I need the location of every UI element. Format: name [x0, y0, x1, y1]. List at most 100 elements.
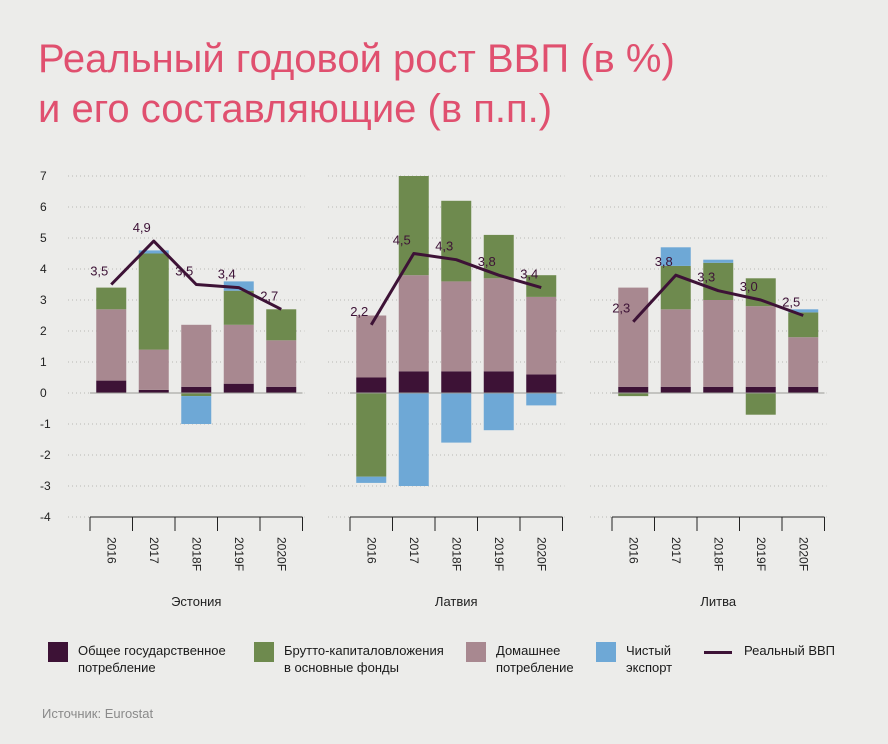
bar-household [223, 324, 254, 384]
y-tick-label: 2 [40, 324, 47, 338]
panel-1: 2016 2017 2018F 2019F 2020F Латвия 2,2 4,5 4,3 3,… [349, 176, 563, 609]
bar-gov [788, 386, 819, 393]
bar-gov [266, 386, 297, 393]
gdp-line [369, 252, 542, 326]
x-tick-label: 2016 [626, 537, 640, 564]
bar-household [745, 306, 776, 387]
bar-gov [745, 386, 776, 393]
x-tick-label: 2017 [147, 537, 161, 564]
x-tick-label: 2020F [796, 537, 810, 571]
gdp-data-label: 2,2 [350, 304, 368, 319]
gdp-data-label: 3,3 [697, 270, 715, 285]
legend-item-gfcf: Брутто-капиталовложения в основные фонды [254, 642, 444, 676]
bar-gfcf [138, 253, 169, 350]
legend: Общее государственное потребление Брутто… [48, 642, 868, 692]
x-tick-label: 2018F [449, 537, 463, 571]
bar-netexport [138, 250, 169, 254]
bar-gfcf [356, 393, 387, 477]
y-tick-label: 3 [40, 293, 47, 307]
legend-label-netexport: Чистый экспорт [626, 643, 673, 675]
bar-gfcf [398, 176, 429, 276]
y-tick-label: 4 [40, 262, 47, 276]
bar-gov [660, 386, 691, 393]
panel-country-label: Латвия [435, 594, 478, 609]
bar-household [398, 275, 429, 372]
gdp-data-label: 3,0 [740, 279, 758, 294]
bar-netexport [441, 393, 472, 443]
legend-label-gdp: Реальный ВВП [744, 643, 835, 658]
x-tick-label: 2020F [274, 537, 288, 571]
legend-swatch-gdp [704, 651, 732, 654]
bar-gov [703, 386, 734, 393]
bar-gfcf [266, 309, 297, 341]
gdp-data-label: 3,5 [90, 264, 108, 279]
y-tick-label: 7 [40, 169, 47, 183]
chart-title-line-2: и его составляющие (в п.п.) [38, 87, 553, 131]
bar-household [96, 309, 127, 381]
legend-swatch-household [466, 642, 486, 662]
legend-item-gdp: Реальный ВВП [704, 642, 835, 659]
panel-2: 2016 2017 2018F 2019F 2020F Литва 2,3 3,8 3,3 3,0… [611, 247, 825, 609]
legend-swatch-gfcf [254, 642, 274, 662]
x-tick-label: 2016 [364, 537, 378, 564]
bar-gov [356, 377, 387, 393]
bar-gfcf [618, 393, 649, 397]
bar-household [618, 287, 649, 387]
x-tick-label: 2019F [492, 537, 506, 571]
bar-gov [398, 371, 429, 393]
legend-label-gov: Общее государственное потребление [78, 643, 226, 675]
legend-item-gov: Общее государственное потребление [48, 642, 226, 676]
bar-netexport [526, 393, 557, 406]
bar-household [526, 296, 557, 375]
x-tick-label: 2019F [754, 537, 768, 571]
gdp-line [632, 273, 804, 323]
gdp-data-label: 2,5 [782, 295, 800, 310]
gdp-data-label: 3,8 [478, 254, 496, 269]
gdp-data-label: 3,4 [218, 267, 236, 282]
bar-household [181, 324, 212, 387]
x-tick-label: 2017 [407, 537, 421, 564]
chart-title-line-1: Реальный годовой рост ВВП (в %) [38, 37, 675, 81]
bar-household [138, 349, 169, 390]
gdp-data-label: 2,3 [612, 301, 630, 316]
x-tick-label: 2016 [104, 537, 118, 564]
bar-household [483, 278, 514, 372]
bar-netexport [398, 393, 429, 486]
panel-0: 2016 2017 2018F 2019F 2020F Эстония 3,5 4,9 3,5 3… [89, 220, 303, 609]
bar-netexport [660, 247, 691, 266]
bar-netexport [356, 476, 387, 483]
bar-netexport [223, 281, 254, 291]
bar-gfcf [745, 393, 776, 415]
gdp-data-label: 4,9 [133, 220, 151, 235]
gdp-data-label: 3,8 [655, 254, 673, 269]
y-tick-label: 0 [40, 386, 47, 400]
x-tick-label: 2020F [534, 537, 548, 571]
gdp-data-label: 3,4 [520, 267, 538, 282]
bar-gov [441, 371, 472, 393]
bar-gov [138, 389, 169, 393]
bar-household [660, 309, 691, 387]
bar-gfcf [181, 393, 212, 397]
bar-gfcf [441, 200, 472, 282]
bar-household [356, 315, 387, 378]
stacked-bar-chart: 7 6 5 4 3 2 1 0 -1 -2 -3 -4 2016 2017 2018F 2019F 2020F Э… [40, 169, 827, 609]
gdp-data-label: 4,5 [393, 233, 411, 248]
bar-household [266, 340, 297, 387]
y-tick-label: -3 [40, 479, 51, 493]
legend-label-gfcf: Брутто-капиталовложения в основные фонды [284, 643, 444, 675]
x-tick-label: 2018F [711, 537, 725, 571]
chart-title: Реальный годовой рост ВВП (в %) и его со… [38, 34, 858, 134]
legend-item-netexport: Чистый экспорт [596, 642, 672, 676]
panel-country-label: Литва [700, 594, 737, 609]
bar-gfcf [96, 287, 127, 310]
bar-gov [223, 383, 254, 393]
x-tick-label: 2017 [669, 537, 683, 564]
bar-gov [181, 386, 212, 393]
gdp-data-label: 2,7 [260, 288, 278, 303]
bar-gov [483, 371, 514, 393]
bar-netexport [788, 309, 819, 313]
y-tick-label: 5 [40, 231, 47, 245]
bar-household [441, 281, 472, 372]
bar-netexport [703, 259, 734, 263]
y-tick-label: -2 [40, 448, 51, 462]
